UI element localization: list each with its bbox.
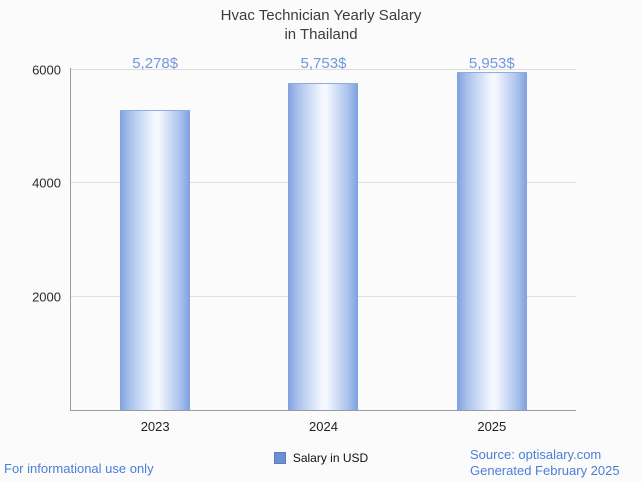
y-axis-tick-4000: 4000 (32, 175, 61, 191)
generated-date: Generated February 2025 (470, 463, 620, 478)
bar-2025[interactable] (456, 71, 527, 410)
x-axis-label-2024: 2024 (309, 419, 338, 434)
x-axis-label-2023: 2023 (140, 419, 170, 434)
bar-2024[interactable] (288, 83, 359, 410)
chart-title: Hvac Technician Yearly Salary in Thailan… (0, 6, 642, 44)
plot-area: 2000 4000 6000 5,278$ 2023 5,753$ 2024 5… (32, 55, 576, 434)
bar-group-2025: 5,953$ 2025 (408, 55, 576, 434)
bar-value-label-2025: 5,953$ (468, 55, 515, 72)
bar-group-2024: 5,753$ 2024 (239, 55, 407, 434)
y-axis-tick-2000: 2000 (32, 289, 61, 305)
source-block: Source: optisalary.com Generated Februar… (470, 447, 620, 479)
source-link[interactable]: Source: optisalary.com (470, 447, 602, 462)
legend: Salary in USD (0, 451, 642, 465)
bar-group-2023: 5,278$ 2023 (71, 55, 239, 434)
disclaimer-text: For informational use only (4, 461, 154, 476)
bar-value-label-2024: 5,753$ (300, 55, 347, 72)
gridline-6000 (71, 69, 576, 70)
bar-value-label-2023: 5,278$ (132, 55, 179, 72)
chart-title-line2: in Thailand (284, 26, 358, 43)
legend-marker-icon (273, 452, 286, 464)
chart-title-line1: Hvac Technician Yearly Salary (220, 7, 422, 24)
legend-label: Salary in USD (292, 451, 369, 465)
x-axis-label-2025: 2025 (477, 419, 507, 434)
bar-slots: 5,278$ 2023 5,753$ 2024 5,953$ 2025 (71, 55, 576, 434)
y-axis-tick-6000: 6000 (32, 62, 61, 78)
bar-2023[interactable] (120, 109, 191, 410)
